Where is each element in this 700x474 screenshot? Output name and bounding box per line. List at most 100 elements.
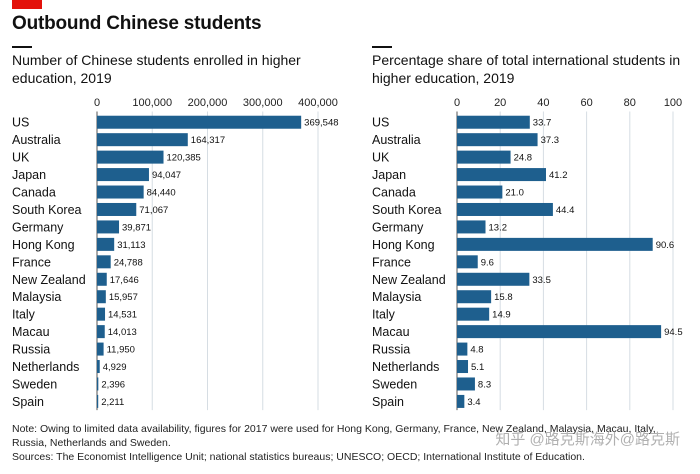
right-bar (457, 290, 492, 304)
right-category-label: New Zealand (372, 273, 446, 287)
brand-tag (12, 0, 42, 9)
left-category-label: Japan (12, 168, 46, 182)
left-category-label: Canada (12, 186, 56, 200)
left-chart-title: Number of Chinese students enrolled in h… (12, 52, 301, 86)
left-bar (97, 394, 99, 408)
right-bar (457, 272, 530, 286)
left-value-label: 71,067 (139, 205, 168, 216)
right-tick-label: 60 (580, 97, 592, 109)
left-category-label: Spain (12, 395, 44, 409)
right-bar (457, 150, 511, 164)
left-bar (97, 272, 107, 286)
left-bar (97, 202, 137, 216)
footnote-note: Note: Owing to limited data availability… (12, 423, 656, 449)
right-value-label: 4.8 (470, 345, 483, 356)
left-value-label: 2,396 (101, 379, 125, 390)
right-category-label: Malaysia (372, 290, 421, 304)
right-category-label: US (372, 116, 389, 130)
footnotes: Note: Owing to limited data availability… (12, 422, 688, 464)
left-bar (97, 307, 106, 321)
right-bar (457, 394, 465, 408)
right-tick-label: 80 (624, 97, 636, 109)
left-value-label: 39,871 (122, 222, 151, 233)
right-category-label: Japan (372, 168, 406, 182)
left-bar (97, 237, 115, 251)
page-title: Outbound Chinese students (12, 13, 262, 34)
right-bar (457, 307, 490, 321)
left-tick-label: 200,000 (188, 97, 228, 109)
right-chart-title: Percentage share of total international … (372, 52, 681, 86)
right-value-label: 3.4 (467, 397, 480, 408)
right-category-label: Russia (372, 343, 410, 357)
right-tick-label: 20 (494, 97, 506, 109)
left-value-label: 164,317 (191, 135, 225, 146)
left-bar (97, 150, 164, 164)
right-value-label: 24.8 (514, 153, 533, 164)
left-value-label: 14,531 (108, 310, 137, 321)
left-bar (97, 360, 100, 374)
right-category-label: Canada (372, 186, 416, 200)
left-value-label: 11,950 (107, 345, 135, 356)
right-panel-rule (372, 46, 392, 48)
left-value-label: 15,957 (109, 292, 138, 303)
right-bar (457, 202, 553, 216)
right-category-label: Netherlands (372, 360, 439, 374)
left-value-label: 14,013 (108, 327, 137, 338)
right-tick-label: 0 (454, 97, 460, 109)
left-category-label: New Zealand (12, 273, 86, 287)
left-bar (97, 168, 149, 182)
right-bar (457, 168, 546, 182)
left-panel-rule (12, 46, 32, 48)
right-bar (457, 115, 530, 129)
left-tick-label: 400,000 (298, 97, 338, 109)
right-value-label: 90.6 (656, 240, 675, 251)
watermark: 知乎 @路克斯海外@路克斯 (495, 431, 680, 448)
left-category-label: Hong Kong (12, 238, 75, 252)
left-category-label: Germany (12, 220, 64, 234)
right-bar (457, 325, 662, 339)
right-value-label: 15.8 (494, 292, 513, 303)
right-category-label: Hong Kong (372, 238, 435, 252)
left-bar (97, 133, 188, 147)
right-bar (457, 237, 653, 251)
left-tick-label: 0 (94, 97, 100, 109)
left-bar (97, 377, 99, 391)
left-category-label: Netherlands (12, 360, 79, 374)
left-value-label: 24,788 (114, 257, 143, 268)
right-category-label: UK (372, 151, 390, 165)
right-value-label: 37.3 (541, 135, 560, 146)
left-value-label: 31,113 (117, 240, 145, 251)
right-category-label: Macau (372, 325, 410, 339)
left-category-label: Italy (12, 308, 36, 322)
right-bar (457, 255, 478, 269)
right-tick-label: 40 (537, 97, 549, 109)
right-value-label: 8.3 (478, 379, 491, 390)
right-category-label: South Korea (372, 203, 442, 217)
right-value-label: 21.0 (505, 188, 524, 199)
left-category-label: Australia (12, 133, 61, 147)
left-category-label: Macau (12, 325, 50, 339)
right-bar (457, 377, 475, 391)
left-category-label: UK (12, 151, 30, 165)
right-value-label: 44.4 (556, 205, 575, 216)
left-bar (97, 290, 106, 304)
right-value-label: 9.6 (481, 257, 494, 268)
left-tick-label: 300,000 (243, 97, 283, 109)
left-category-label: Malaysia (12, 290, 61, 304)
right-value-label: 94.5 (664, 327, 683, 338)
left-value-label: 2,211 (101, 397, 124, 408)
left-value-label: 84,440 (147, 188, 176, 199)
right-bar (457, 185, 503, 199)
left-bar (97, 185, 144, 199)
left-value-label: 17,646 (110, 275, 139, 286)
left-value-label: 4,929 (103, 362, 127, 373)
left-bar (97, 325, 105, 339)
right-category-label: Germany (372, 220, 424, 234)
right-category-label: France (372, 255, 411, 269)
left-category-label: Sweden (12, 377, 57, 391)
right-value-label: 13.2 (489, 222, 508, 233)
right-value-label: 33.7 (533, 118, 552, 129)
right-value-label: 14.9 (492, 310, 511, 321)
right-value-label: 41.2 (549, 170, 568, 181)
